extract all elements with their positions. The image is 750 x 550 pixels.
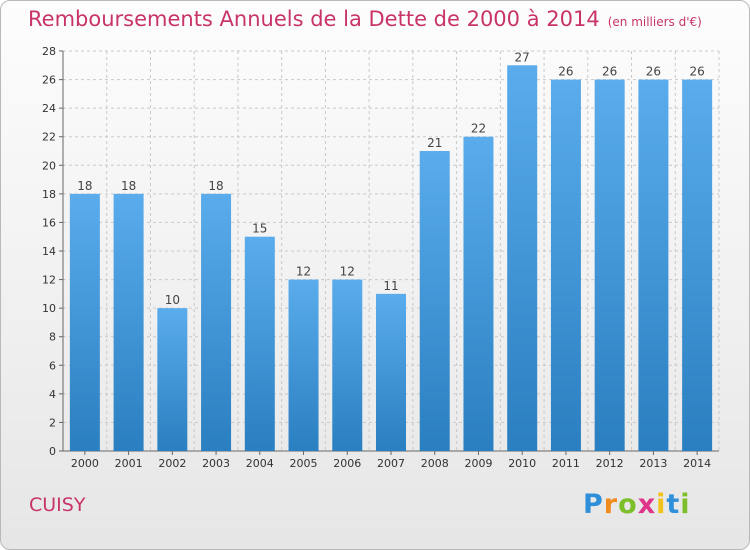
y-tick-label: 24: [42, 102, 56, 115]
bar-2012: [594, 79, 625, 452]
y-tick-label: 10: [42, 302, 56, 315]
bar-2003: [201, 193, 232, 451]
value-label-2009: 22: [471, 122, 486, 136]
value-label-2003: 18: [208, 179, 223, 193]
y-tick-label: 4: [49, 388, 56, 401]
value-label-2014: 26: [689, 65, 704, 79]
value-label-2011: 26: [558, 65, 573, 79]
value-label-2013: 26: [646, 65, 661, 79]
bar-2005: [288, 279, 319, 451]
bar-2008: [419, 151, 450, 451]
logo-letter: i: [680, 489, 691, 520]
y-tick-label: 0: [49, 445, 56, 458]
value-label-2010: 27: [515, 50, 530, 64]
y-tick-label: 14: [42, 245, 56, 258]
x-tick-label-2014: 2014: [683, 457, 711, 470]
logo-letter: o: [618, 489, 638, 520]
x-tick-label-2001: 2001: [115, 457, 143, 470]
y-tick-label: 22: [42, 131, 56, 144]
value-label-2006: 12: [340, 265, 355, 279]
x-tick-label-2009: 2009: [464, 457, 492, 470]
value-labels: 18 18 10 18 15 12 12 11 21 22 27 26 26 26 26: [77, 50, 705, 307]
x-tick-label-2007: 2007: [377, 457, 405, 470]
y-tick-label: 28: [42, 45, 56, 58]
bars: [69, 65, 713, 452]
x-tick-label-2004: 2004: [246, 457, 274, 470]
value-label-2001: 18: [121, 179, 136, 193]
bar-2002: [157, 308, 188, 451]
bar-2011: [550, 79, 581, 452]
x-tick-label-2000: 2000: [71, 457, 99, 470]
y-tick-label: 12: [42, 274, 56, 287]
logo-letter: t: [666, 489, 681, 520]
logo-letter: i: [656, 489, 667, 520]
y-tick-label: 20: [42, 159, 56, 172]
value-label-2005: 12: [296, 265, 311, 279]
value-label-2000: 18: [77, 179, 92, 193]
bar-2001: [113, 193, 144, 451]
y-tick-label: 6: [49, 359, 56, 372]
bar-2006: [332, 279, 363, 451]
x-tick-label-2011: 2011: [552, 457, 580, 470]
bar-2000: [69, 193, 100, 451]
y-tick-label: 8: [49, 331, 56, 344]
value-label-2008: 21: [427, 136, 442, 150]
logo-letter: P: [583, 489, 604, 520]
bar-2004: [244, 236, 275, 451]
logo-letter: x: [637, 489, 657, 520]
value-label-2007: 11: [383, 279, 398, 293]
x-tick-label-2003: 2003: [202, 457, 230, 470]
y-tick-label: 18: [42, 188, 56, 201]
bar-2013: [638, 79, 669, 452]
bar-2007: [376, 293, 406, 451]
x-tick-label-2013: 2013: [639, 457, 667, 470]
logo-letter: r: [603, 489, 619, 520]
chart-title-text: Remboursements Annuels de la Dette de 20…: [28, 7, 600, 31]
y-tick-label: 16: [42, 216, 56, 229]
bar-2014: [682, 79, 713, 452]
bar-2009: [463, 136, 494, 451]
value-label-2004: 15: [252, 222, 267, 236]
x-tick-label-2002: 2002: [158, 457, 186, 470]
x-tick-label-2005: 2005: [290, 457, 318, 470]
x-tick-label-2008: 2008: [421, 457, 449, 470]
commune-name: CUISY: [29, 494, 86, 516]
x-tick-label-2012: 2012: [596, 457, 624, 470]
y-tick-label: 26: [42, 74, 56, 87]
proxiti-logo: Proxiti: [583, 489, 691, 520]
x-tick-label-2010: 2010: [508, 457, 536, 470]
chart-title: Remboursements Annuels de la Dette de 20…: [28, 7, 702, 31]
value-label-2002: 10: [165, 293, 180, 307]
bar-2010: [507, 65, 538, 452]
x-tick-label-2006: 2006: [333, 457, 361, 470]
chart-unit-label: (en milliers d'€): [607, 15, 702, 29]
value-label-2012: 26: [602, 65, 617, 79]
y-tick-label: 2: [49, 416, 56, 429]
